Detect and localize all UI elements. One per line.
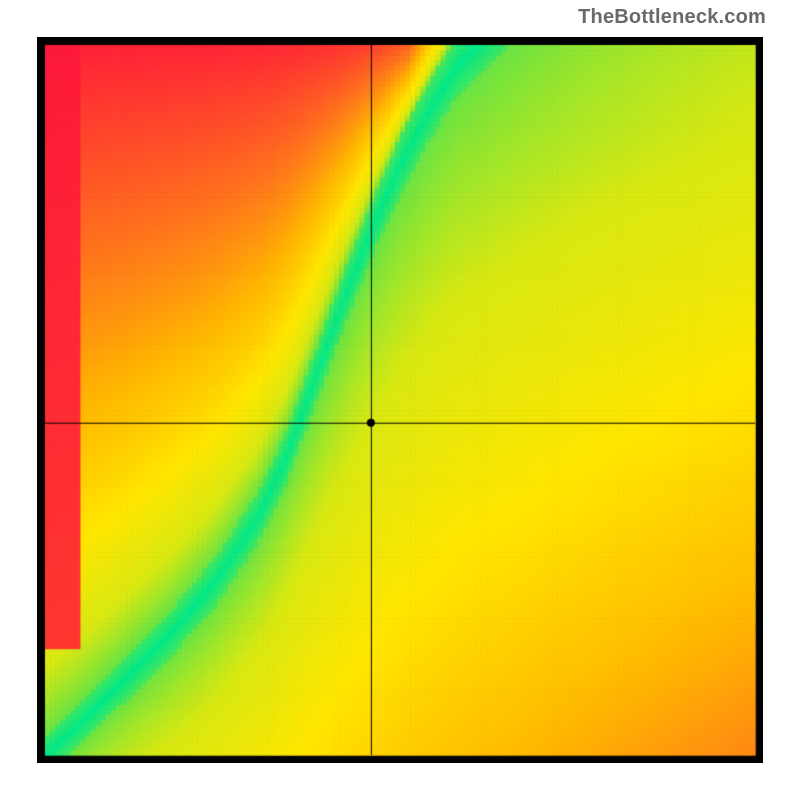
plot-frame xyxy=(37,37,763,763)
heatmap-canvas xyxy=(37,37,763,763)
chart-container: TheBottleneck.com xyxy=(0,0,800,800)
attribution-text: TheBottleneck.com xyxy=(578,6,766,29)
